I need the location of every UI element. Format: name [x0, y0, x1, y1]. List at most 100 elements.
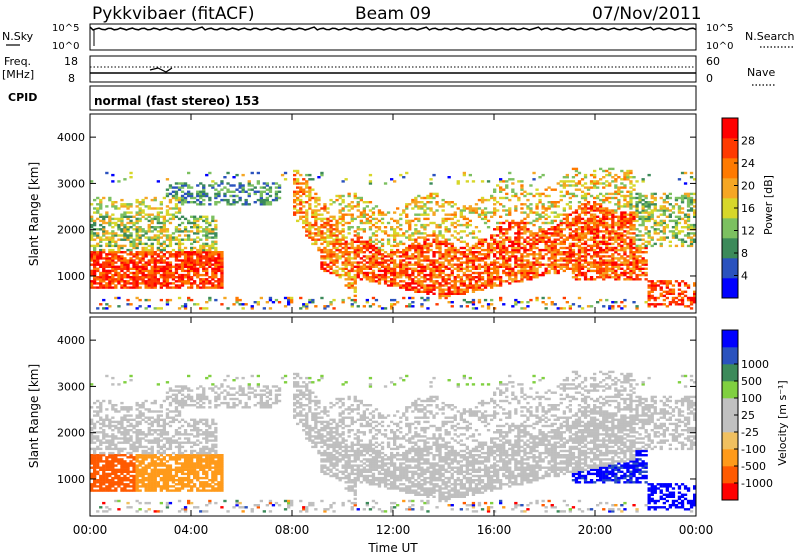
power-cell — [514, 278, 518, 281]
power-cell — [459, 290, 463, 293]
power-cell — [523, 276, 527, 279]
velocity-cell — [96, 412, 100, 415]
power-cell — [220, 255, 224, 258]
power-cell — [617, 203, 621, 206]
power-cell — [599, 240, 603, 243]
power-cell — [214, 286, 218, 289]
power-cell — [683, 221, 688, 225]
power-cell — [102, 298, 106, 302]
power-cell — [583, 253, 588, 256]
power-cell — [547, 244, 551, 248]
power-cell — [523, 263, 527, 266]
power-cell — [414, 255, 418, 258]
power-cell — [671, 290, 676, 293]
power-cell — [623, 211, 627, 214]
power-cell — [353, 282, 357, 285]
power-cell — [408, 305, 412, 308]
power-cell — [432, 269, 436, 273]
power-cell — [396, 232, 400, 235]
power-cell — [341, 194, 345, 198]
power-cell — [432, 253, 436, 256]
power-cell — [477, 207, 482, 210]
power-cell — [623, 178, 627, 181]
power-cell — [368, 242, 373, 246]
power-ylabel: Slant Range [km] — [27, 162, 41, 266]
power-cell — [480, 276, 485, 279]
power-cell — [371, 246, 376, 250]
power-cell — [499, 246, 503, 250]
power-cell — [535, 267, 539, 270]
power-cell — [629, 261, 633, 264]
power-colorbar-tick-label: 12 — [741, 225, 755, 238]
power-cell — [626, 278, 630, 281]
power-cell — [620, 236, 624, 239]
power-cell — [683, 219, 688, 223]
power-cell — [268, 190, 273, 193]
power-cell — [553, 253, 557, 256]
power-cell — [114, 286, 118, 289]
power-cell — [180, 238, 185, 241]
power-cell — [580, 234, 585, 237]
power-cell — [602, 255, 606, 258]
power-cell — [568, 184, 572, 187]
power-cell — [493, 203, 497, 206]
power-cell — [317, 226, 321, 229]
power-cell — [135, 226, 139, 229]
velocity-cell — [93, 449, 97, 453]
power-cell — [111, 217, 115, 221]
power-cell — [514, 248, 518, 252]
power-cell — [620, 217, 624, 221]
power-cell — [102, 276, 106, 279]
power-cell — [647, 242, 651, 246]
power-cell — [432, 240, 436, 243]
power-cell — [599, 242, 603, 246]
velocity-cell — [93, 451, 97, 455]
power-cell — [332, 246, 336, 250]
power-cell — [493, 246, 497, 250]
power-cell — [426, 246, 430, 250]
power-cell — [156, 230, 160, 233]
power-cell — [538, 194, 542, 198]
power-cell — [490, 303, 494, 306]
power-cell — [602, 198, 606, 202]
power-cell — [647, 173, 651, 177]
power-cell — [274, 190, 279, 193]
power-cell — [299, 201, 303, 204]
power-cell — [132, 228, 136, 231]
power-cell — [114, 207, 118, 210]
power-cell — [517, 242, 521, 246]
power-cell — [214, 257, 218, 260]
power-cell — [323, 267, 327, 270]
power-cell — [611, 232, 615, 235]
power-cell — [350, 207, 354, 210]
power-cell — [190, 242, 194, 246]
power-cell — [123, 282, 127, 285]
power-cell — [553, 259, 557, 262]
power-cell — [599, 211, 603, 214]
power-colorbar-tick-label: 16 — [741, 202, 755, 215]
power-cell — [650, 303, 654, 306]
power-cell — [614, 265, 618, 268]
power-cell — [502, 269, 506, 273]
power-cell — [402, 273, 406, 277]
power-cell — [432, 173, 436, 177]
power-cell — [302, 192, 306, 196]
radar-title: Pykkvibaer (fitACF) — [92, 4, 254, 24]
power-cell — [689, 238, 694, 241]
velocity-cell — [96, 458, 100, 461]
power-cell — [653, 221, 657, 225]
power-cell — [432, 259, 436, 262]
power-cell — [638, 259, 642, 262]
power-cell — [377, 240, 382, 243]
power-cell — [693, 223, 697, 227]
power-cell — [350, 263, 354, 266]
power-colorbar-segment — [722, 258, 738, 279]
power-cell — [299, 198, 303, 202]
power-cell — [471, 257, 476, 260]
power-cell — [393, 280, 397, 283]
power-cell — [368, 271, 373, 275]
power-cell — [638, 192, 642, 196]
power-cell — [577, 234, 582, 237]
power-cell — [365, 265, 369, 268]
power-cell — [247, 188, 251, 191]
